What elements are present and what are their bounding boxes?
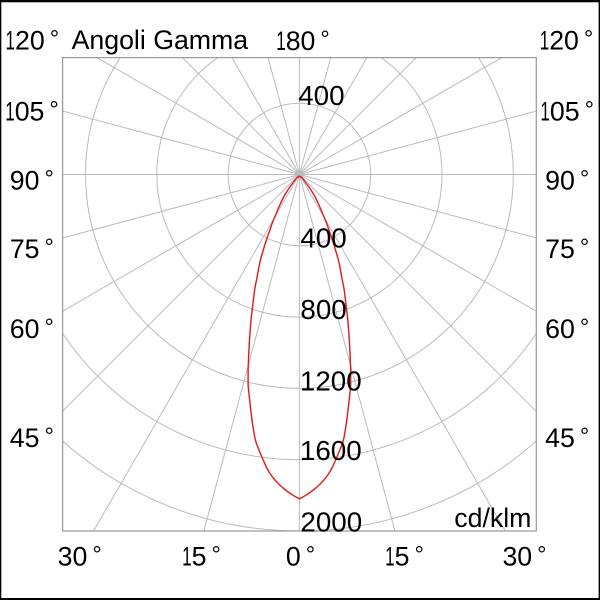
- svg-text:15°: 15 °: [385, 542, 424, 572]
- svg-text:120°: 120 °: [6, 25, 60, 55]
- svg-text:2000: 2000: [300, 506, 362, 537]
- svg-text:120°: 120 °: [540, 25, 594, 55]
- svg-text:75°: 75 °: [10, 234, 54, 264]
- svg-text:400: 400: [298, 80, 344, 111]
- svg-text:90°: 90 °: [10, 165, 54, 195]
- svg-text:0°: 0 °: [286, 542, 315, 572]
- svg-text:30°: 30 °: [58, 542, 102, 572]
- svg-text:75°: 75 °: [545, 234, 589, 264]
- svg-text:15°: 15 °: [182, 542, 221, 572]
- svg-text:45°: 45 °: [10, 423, 54, 453]
- svg-text:1200: 1200: [300, 365, 362, 396]
- svg-text:cd/klm: cd/klm: [454, 503, 531, 533]
- svg-text:60°: 60 °: [545, 314, 589, 344]
- svg-text:45°: 45 °: [545, 423, 589, 453]
- svg-text:1600: 1600: [300, 435, 362, 466]
- svg-text:30°: 30 °: [502, 542, 546, 572]
- svg-text:105°: 105 °: [5, 97, 59, 127]
- svg-text:60°: 60 °: [10, 314, 54, 344]
- svg-text:400: 400: [300, 223, 346, 254]
- svg-text:180°: 180 °: [276, 26, 330, 56]
- svg-text:800: 800: [300, 294, 346, 325]
- svg-text:90°: 90 °: [545, 165, 589, 195]
- svg-text:105°: 105 °: [540, 97, 594, 127]
- svg-text:Angoli Gamma: Angoli Gamma: [72, 25, 249, 55]
